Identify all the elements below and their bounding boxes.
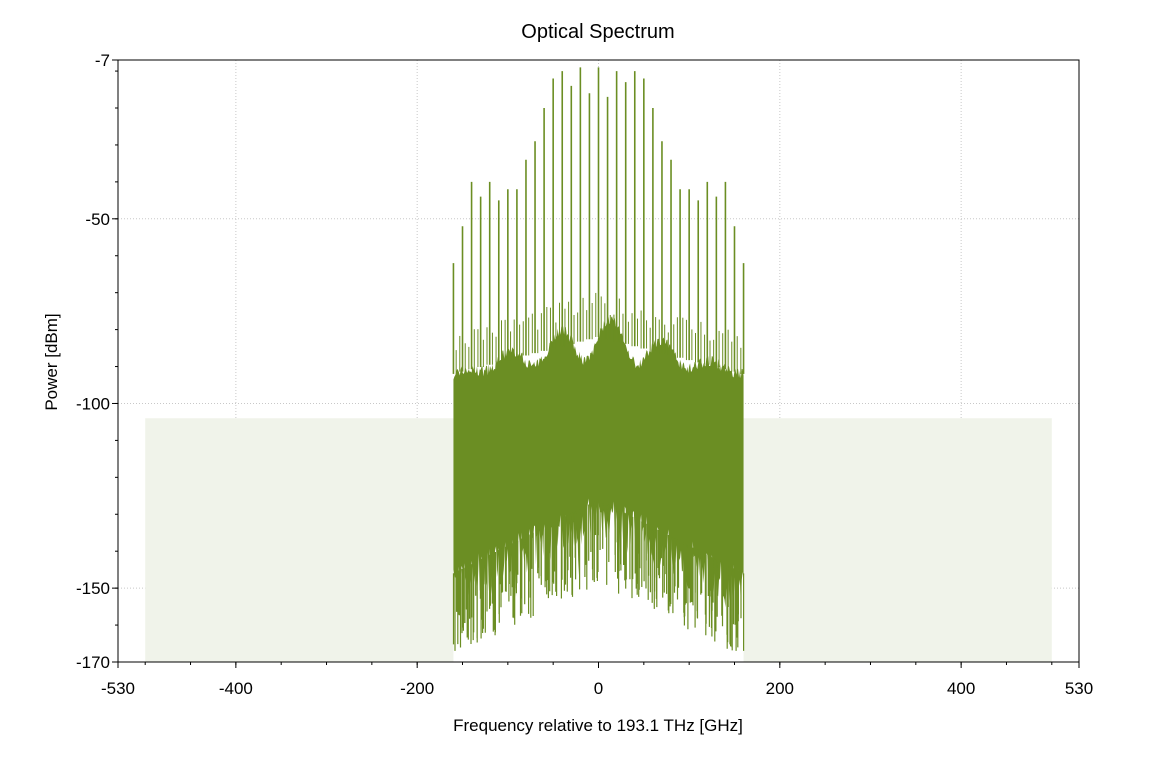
- x-tick-label: 0: [594, 679, 603, 698]
- y-tick-label: -50: [85, 210, 110, 229]
- x-tick-label: 200: [766, 679, 794, 698]
- y-tick-label: -7: [95, 51, 110, 70]
- x-tick-label: 400: [947, 679, 975, 698]
- x-axis-label: Frequency relative to 193.1 THz [GHz]: [453, 716, 743, 735]
- y-tick-label: -100: [76, 394, 110, 413]
- x-tick-label: -200: [400, 679, 434, 698]
- x-tick-label: -400: [219, 679, 253, 698]
- peaks-layer: [452, 67, 745, 374]
- chart-title: Optical Spectrum: [521, 21, 674, 43]
- y-tick-label: -170: [76, 653, 110, 672]
- x-axis-ticks: -530 -400 -200 0 200 400 530: [101, 662, 1093, 698]
- y-tick-label: -150: [76, 579, 110, 598]
- x-tick-label: 530: [1065, 679, 1093, 698]
- y-axis-ticks: -7 -50 -100 -150 -170: [76, 51, 118, 672]
- x-tick-label: -530: [101, 679, 135, 698]
- y-axis-label: Power [dBm]: [42, 313, 61, 410]
- signal-band-layer: [452, 316, 745, 662]
- signal-noise-spikes: [452, 499, 745, 651]
- signal-band-fill: [453, 316, 744, 619]
